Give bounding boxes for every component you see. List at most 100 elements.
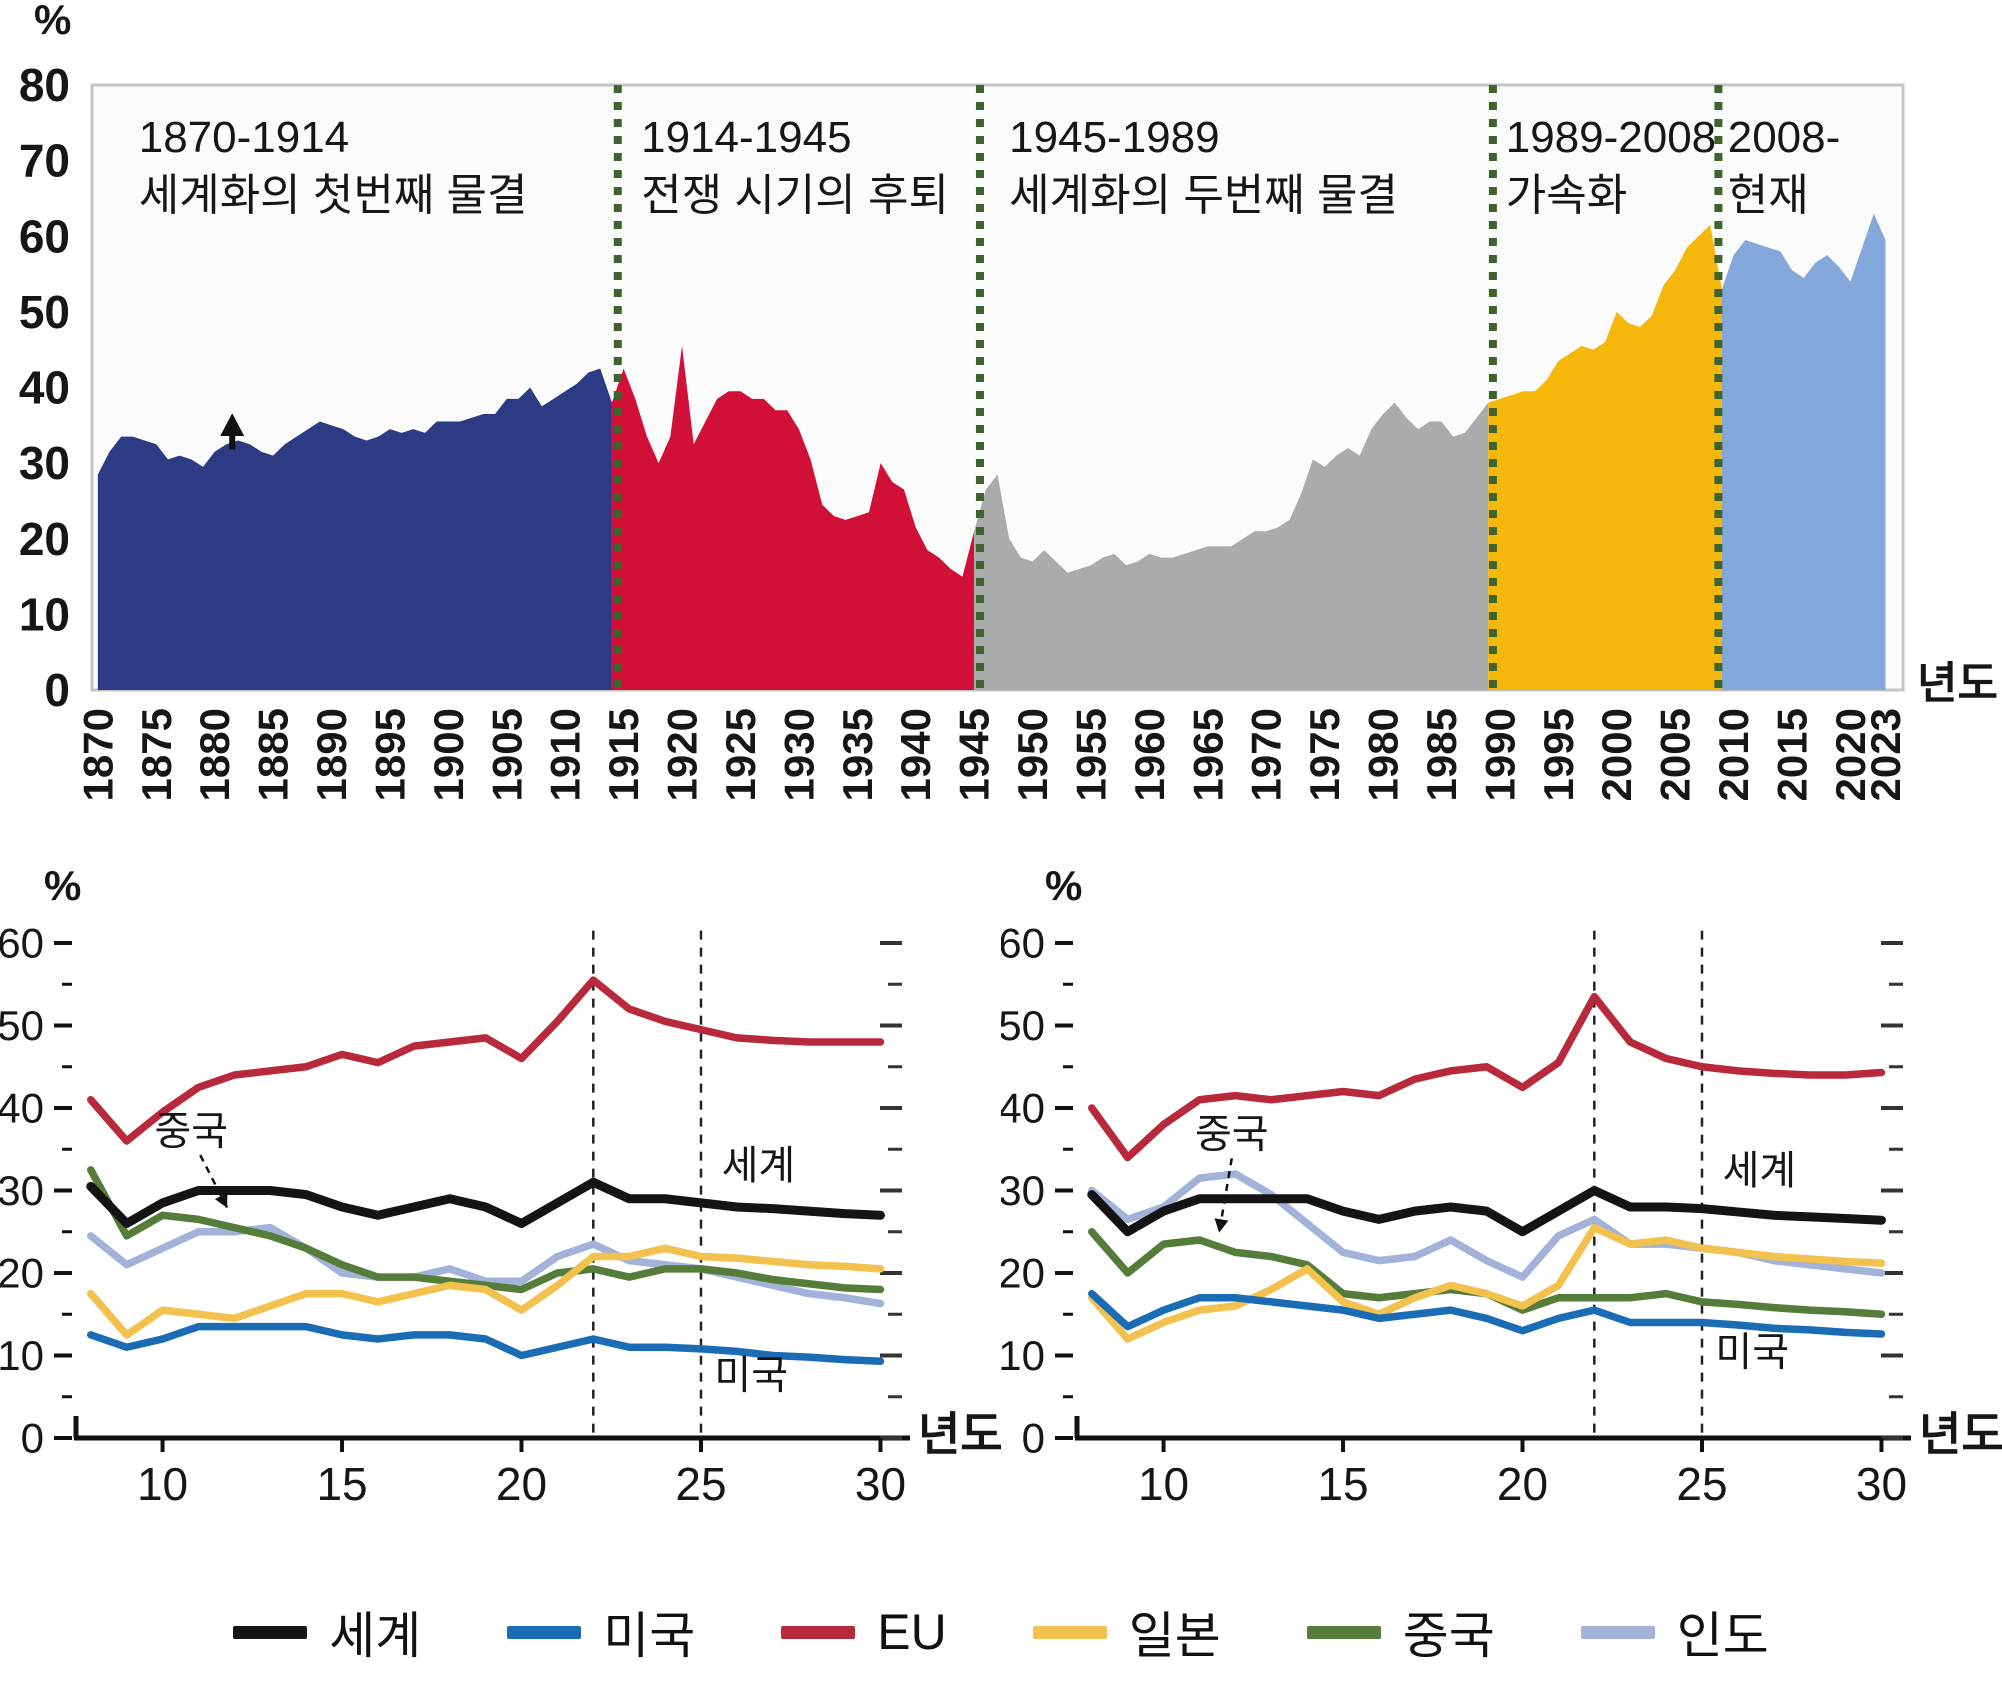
period-range: 1870-1914 — [139, 113, 349, 162]
series-line-미국 — [87, 1322, 885, 1366]
y-tick-label: 40 — [1001, 1085, 1045, 1132]
top-y-tick-label: 20 — [19, 513, 70, 565]
legend-swatch-india — [1580, 1625, 1655, 1639]
period-range: 2008- — [1728, 113, 1841, 162]
period-range: 1914-1945 — [641, 113, 851, 162]
series-line-세계 — [1087, 1186, 1886, 1237]
top-x-tick-label: 1945 — [951, 708, 998, 801]
period-range: 1989-2008 — [1506, 113, 1716, 162]
period-label-2: 1945-1989 세계화의 두번째 물결 — [1009, 113, 1398, 220]
period-name: 세계화의 두번째 물결 — [1009, 171, 1398, 220]
top-x-tick-label: 1960 — [1126, 708, 1173, 801]
x-tick-label: 25 — [1676, 1458, 1727, 1510]
x-tick-label: 25 — [675, 1458, 726, 1510]
legend-swatch-world — [233, 1625, 308, 1639]
y-tick-label: 50 — [1001, 1002, 1045, 1049]
top-y-tick-label: 30 — [19, 437, 70, 489]
top-x-tick-label: 1885 — [250, 708, 297, 801]
top-x-tick-label: 2010 — [1710, 708, 1757, 801]
annotation-세계: 세계 — [722, 1144, 796, 1188]
annotation-미국: 미국 — [1715, 1330, 1789, 1374]
period-range: 1945-1989 — [1009, 113, 1219, 162]
top-x-tick-label: 1890 — [308, 708, 355, 801]
y-tick-label: 0 — [21, 1415, 44, 1462]
period-label-0: 1870-1914 세계화의 첫번째 물결 — [139, 113, 528, 220]
y-tick-label: 50 — [0, 1002, 44, 1049]
y-tick-label: 40 — [0, 1085, 44, 1132]
top-x-tick-label: 1895 — [366, 708, 413, 801]
x-tick-label: 15 — [316, 1458, 367, 1510]
legend-label-world: 세계 — [329, 1608, 422, 1664]
top-x-tick-label: 2000 — [1593, 708, 1640, 801]
top-x-tick-label: 1970 — [1243, 708, 1290, 801]
top-percent-axis-label: % — [34, 0, 71, 43]
x-axis-title: 년도 — [918, 1408, 1001, 1460]
x-tick-label: 30 — [855, 1458, 906, 1510]
top-x-tick-label: 1950 — [1009, 708, 1056, 801]
top-x-tick-label: 1990 — [1476, 708, 1523, 801]
x-tick-label: 30 — [1856, 1458, 1907, 1510]
series-line-일본 — [87, 1244, 885, 1339]
y-tick-label: 30 — [0, 1167, 44, 1214]
legend-label-china: 중국 — [1402, 1608, 1495, 1664]
legend-item-japan: 일본 — [1032, 1596, 1221, 1668]
y-tick-label: 30 — [1001, 1167, 1045, 1214]
top-x-tick-label: 2020 — [1827, 708, 1874, 801]
top-x-tick-label: 2015 — [1769, 708, 1816, 801]
top-x-tick-label: 1965 — [1184, 708, 1231, 801]
period-label-4: 2008- 현재 — [1728, 113, 1841, 220]
series-line-인도 — [87, 1223, 885, 1308]
series-line-일본 — [1088, 1223, 1886, 1343]
top-x-tick-label: 1995 — [1535, 708, 1582, 801]
legend-label-japan: 일본 — [1128, 1608, 1221, 1664]
y-tick-label: 10 — [1001, 1332, 1045, 1379]
y-tick-label: 0 — [1022, 1415, 1045, 1462]
top-y-tick-label: 10 — [19, 588, 70, 640]
x-tick-label: 10 — [1138, 1458, 1189, 1510]
trade-openness-area-chart: 0 10 20 30 40 50 60 70 80 1870 1875 1880 1885 1890 189… — [19, 0, 1998, 801]
legend-swatch-japan — [1032, 1625, 1107, 1639]
annotation-arrow-head — [214, 1192, 228, 1208]
top-x-tick-label: 1875 — [133, 708, 180, 801]
legend-item-eu: EU — [781, 1603, 947, 1661]
x-tick-label: 15 — [1317, 1458, 1368, 1510]
top-y-tick-label: 40 — [19, 362, 70, 414]
top-y-tick-label: 50 — [19, 286, 70, 338]
x-tick-label: 20 — [496, 1458, 547, 1510]
top-x-tick-label: 1920 — [659, 708, 706, 801]
top-x-tick-label: 1935 — [834, 708, 881, 801]
y-tick-label: 10 — [0, 1332, 44, 1379]
period-name: 세계화의 첫번째 물결 — [139, 171, 528, 220]
series-line-중국 — [1088, 1228, 1886, 1318]
y-tick-label: 60 — [1001, 920, 1045, 967]
legend-swatch-usa — [507, 1625, 582, 1639]
top-y-tick-label: 70 — [19, 135, 70, 187]
period-name: 전쟁 시기의 후퇴 — [641, 171, 949, 220]
percent-axis-label: % — [44, 862, 81, 909]
area-segment-present-2008-now — [1721, 213, 1886, 690]
legend-item-india: 인도 — [1580, 1596, 1769, 1668]
series-line-미국 — [1088, 1289, 1886, 1338]
top-x-tick-label: 1980 — [1360, 708, 1407, 801]
top-x-tick-label: 1925 — [717, 708, 764, 801]
x-axis-title: 년도 — [1919, 1408, 2002, 1460]
annotation-arrow-shaft — [199, 1154, 229, 1209]
legend-swatch-eu — [781, 1625, 856, 1639]
y-tick-label: 20 — [0, 1250, 44, 1297]
x-tick-label: 20 — [1497, 1458, 1548, 1510]
area-segment-first-wave-1870-1914 — [97, 368, 612, 690]
annotation-미국: 미국 — [714, 1354, 788, 1398]
top-x-tick-label: 1870 — [74, 708, 121, 801]
percent-axis-label: % — [1045, 862, 1082, 909]
series-line-EU — [1088, 992, 1886, 1162]
annotation-arrow-head — [1214, 1218, 1229, 1233]
area-segment-interwar-retreat-1914-1945 — [611, 345, 975, 690]
top-x-tick-label: 1975 — [1301, 708, 1348, 801]
y-tick-label: 20 — [1001, 1250, 1045, 1297]
annotation-중국: 중국 — [154, 1109, 228, 1153]
legend: 세계 미국 EU 일본 중국 인도 — [0, 1580, 2002, 1684]
legend-label-usa: 미국 — [603, 1608, 696, 1664]
